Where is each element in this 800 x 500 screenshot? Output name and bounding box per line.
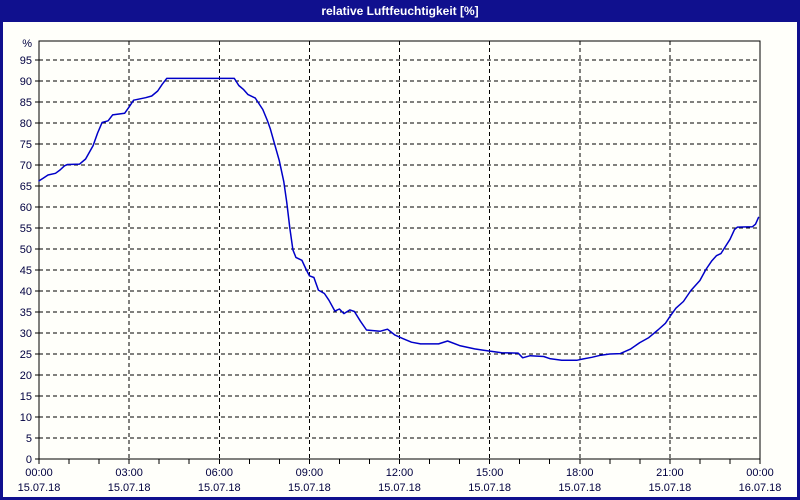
y-tick-label: 80	[20, 118, 32, 130]
x-tick-time-label: 21:00	[656, 467, 684, 479]
x-tick-time-label: 06:00	[205, 467, 233, 479]
humidity-series-line	[38, 77, 760, 362]
y-tick-label: 65	[20, 181, 32, 193]
x-tick-time-label: 00:00	[25, 467, 53, 479]
y-tick-label: 30	[20, 328, 32, 340]
y-grid	[35, 59, 760, 460]
y-axis-labels: 0 5 10 15 20 25 30 35 40 45 50 55 60 65 70 75 80 85 90 95%	[20, 38, 32, 466]
y-tick-label: 75	[20, 139, 32, 151]
x-tick-date-label: 15.07.18	[378, 482, 421, 494]
x-tick-date-label: 15.07.18	[468, 482, 511, 494]
x-tick-time-label: 12:00	[386, 467, 414, 479]
y-tick-label: 0	[26, 454, 32, 466]
y-tick-label: 20	[20, 370, 32, 382]
y-tick-label: 45	[20, 265, 32, 277]
y-tick-label: 15	[20, 391, 32, 403]
y-tick-label: 85	[20, 97, 32, 109]
y-tick-label: 60	[20, 202, 32, 214]
x-axis-labels: 00:00 15.07.18 03:00 15.07.18 06:00 15.07.18 0…	[18, 467, 782, 494]
x-axis-ticks	[38, 459, 761, 464]
y-tick-label: 70	[20, 160, 32, 172]
x-tick-time-label: 09:00	[296, 467, 324, 479]
plot-frame	[38, 40, 761, 460]
y-tick-label: 25	[20, 349, 32, 361]
x-tick-time-label: 15:00	[476, 467, 504, 479]
x-tick-date-label: 15.07.18	[198, 482, 241, 494]
x-tick-time-label: 00:00	[746, 467, 774, 479]
chart-area: 0 5 10 15 20 25 30 35 40 45 50 55 60 65 70 75 80 85 90 95% 0…	[3, 22, 797, 497]
x-tick-date-label: 15.07.18	[108, 482, 151, 494]
humidity-line-chart: 05101520253035404550556065707580859095%0…	[18, 38, 782, 494]
y-axis-unit-label: %	[22, 38, 32, 50]
x-tick-date-label: 15.07.18	[558, 482, 601, 494]
y-tick-label: 40	[20, 286, 32, 298]
window-titlebar: relative Luftfeuchtigkeit [%]	[0, 0, 800, 22]
y-tick-label: 35	[20, 307, 32, 319]
y-tick-label: 95	[20, 55, 32, 67]
x-tick-date-label: 16.07.18	[739, 482, 782, 494]
x-tick-date-label: 15.07.18	[288, 482, 331, 494]
chart-title: relative Luftfeuchtigkeit [%]	[321, 4, 479, 18]
y-tick-label: 10	[20, 412, 32, 424]
y-tick-label: 50	[20, 244, 32, 256]
x-tick-time-label: 03:00	[115, 467, 143, 479]
y-tick-label: 5	[26, 433, 32, 445]
x-tick-date-label: 15.07.18	[18, 482, 61, 494]
x-tick-time-label: 18:00	[566, 467, 594, 479]
x-tick-date-label: 15.07.18	[648, 482, 691, 494]
y-tick-label: 90	[20, 76, 32, 88]
y-tick-label: 55	[20, 223, 32, 235]
